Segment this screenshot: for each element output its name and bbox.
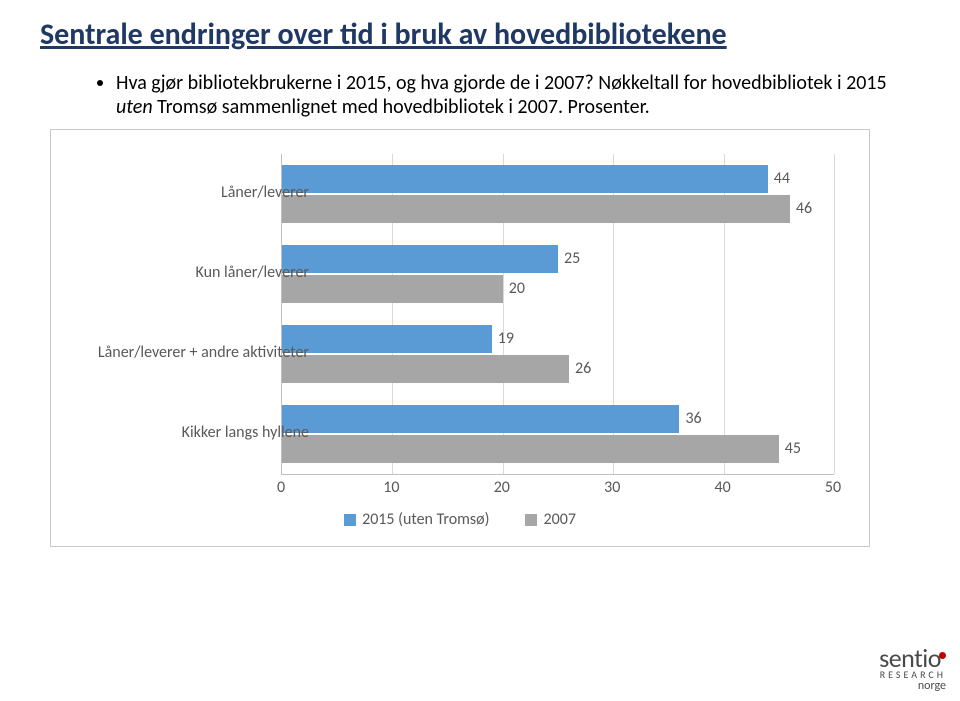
bar bbox=[282, 275, 503, 303]
bar bbox=[282, 355, 569, 383]
bar-value-label: 44 bbox=[774, 165, 790, 193]
bar-value-label: 19 bbox=[498, 325, 514, 353]
chart-frame: 4446 25 20 19 26 36 45 Låner/leverer Kun låner/… bbox=[50, 129, 870, 547]
legend: 2015 (uten Tromsø) 2007 bbox=[51, 510, 869, 529]
bullet-item: Hva gjør bibliotekbrukerne i 2015, og hv… bbox=[116, 71, 920, 119]
bar bbox=[282, 325, 492, 353]
legend-label: 2007 bbox=[543, 510, 575, 529]
x-tick-label: 40 bbox=[703, 478, 743, 497]
x-tick-label: 50 bbox=[813, 478, 853, 497]
x-tick-label: 10 bbox=[371, 478, 411, 497]
legend-swatch-icon bbox=[344, 514, 356, 526]
bar bbox=[282, 435, 779, 463]
bar-value-label: 36 bbox=[685, 405, 701, 433]
page-title: Sentrale endringer over tid i bruk av ho… bbox=[40, 18, 920, 53]
bar-value-label: 46 bbox=[796, 195, 812, 223]
x-tick-label: 20 bbox=[482, 478, 522, 497]
category-label: Låner/leverer bbox=[89, 184, 309, 202]
bar-value-label: 20 bbox=[509, 275, 525, 303]
gridline bbox=[834, 154, 835, 474]
plot-area: 4446 25 20 19 26 36 45 bbox=[281, 154, 834, 475]
bullet-list: Hva gjør bibliotekbrukerne i 2015, og hv… bbox=[76, 71, 920, 119]
legend-item: 2007 bbox=[525, 510, 575, 529]
x-tick-label: 30 bbox=[592, 478, 632, 497]
category-label: Kikker langs hyllene bbox=[89, 424, 309, 442]
bar bbox=[282, 245, 558, 273]
legend-label: 2015 (uten Tromsø) bbox=[362, 510, 489, 529]
bar-value-label: 25 bbox=[564, 245, 580, 273]
bullet-text-post: Tromsø sammenlignet med hovedbibliotek i… bbox=[153, 95, 650, 119]
legend-item: 2015 (uten Tromsø) bbox=[344, 510, 489, 529]
bar bbox=[282, 165, 768, 193]
bar bbox=[282, 195, 790, 223]
x-tick-label: 0 bbox=[261, 478, 301, 497]
bar-value-label: 45 bbox=[785, 435, 801, 463]
category-label: Kun låner/leverer bbox=[89, 264, 309, 282]
logo-brand: sentio bbox=[826, 647, 946, 670]
bar bbox=[282, 405, 679, 433]
bullet-text-italic: uten bbox=[116, 95, 153, 119]
bar-value-label: 26 bbox=[575, 355, 591, 383]
logo-dot-icon bbox=[939, 652, 946, 659]
legend-swatch-icon bbox=[525, 514, 537, 526]
category-label: Låner/leverer + andre aktiviteter bbox=[89, 344, 309, 362]
logo-sub: norge bbox=[826, 679, 946, 693]
bullet-text-pre: Hva gjør bibliotekbrukerne i 2015, og hv… bbox=[116, 71, 887, 95]
logo: sentio RESEARCH norge bbox=[826, 647, 946, 693]
